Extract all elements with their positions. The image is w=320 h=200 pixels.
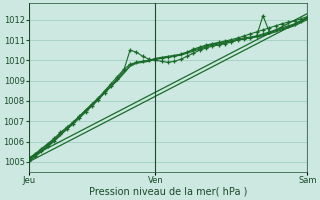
X-axis label: Pression niveau de la mer( hPa ): Pression niveau de la mer( hPa ) xyxy=(89,187,247,197)
